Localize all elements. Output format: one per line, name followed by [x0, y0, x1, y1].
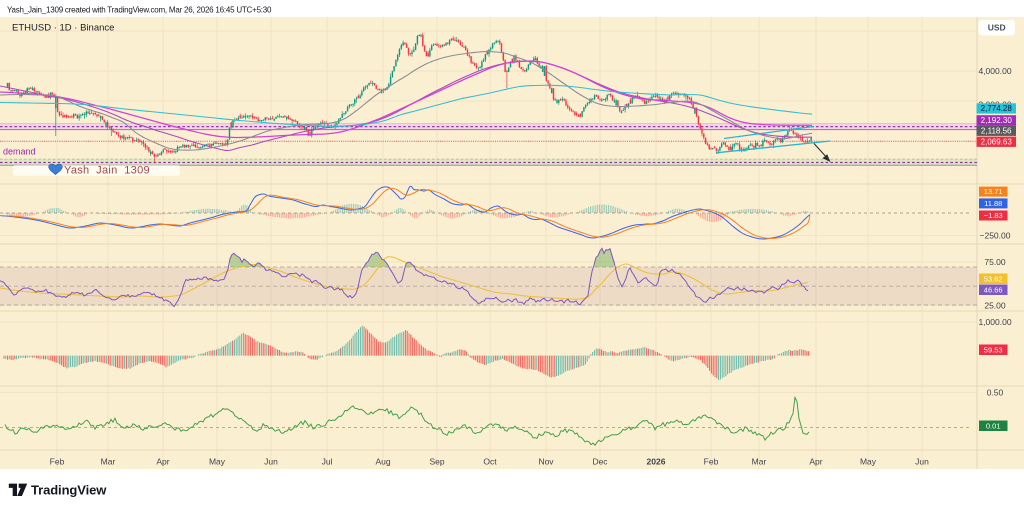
svg-text:Yash Jain 1309: Yash Jain 1309	[64, 165, 150, 177]
svg-text:25.00: 25.00	[984, 301, 1006, 311]
svg-text:2,069.63: 2,069.63	[981, 138, 1013, 147]
svg-text:Mar: Mar	[752, 457, 767, 467]
svg-text:Apr: Apr	[809, 457, 822, 467]
svg-text:Yash_Jain_1309 created with Tr: Yash_Jain_1309 created with TradingView.…	[7, 5, 272, 14]
svg-text:4,000.00: 4,000.00	[978, 66, 1011, 76]
svg-text:Mar: Mar	[101, 457, 116, 467]
svg-text:May: May	[860, 457, 877, 467]
svg-text:ETHUSD · 1D · Binance: ETHUSD · 1D · Binance	[12, 23, 114, 34]
svg-text:11.88: 11.88	[984, 199, 1002, 208]
svg-text:−1.83: −1.83	[984, 211, 1003, 220]
svg-text:−250.00: −250.00	[980, 231, 1011, 241]
svg-text:Jun: Jun	[915, 457, 929, 467]
svg-text:Aug: Aug	[375, 457, 390, 467]
svg-text:2026: 2026	[647, 457, 666, 467]
svg-text:Sep: Sep	[429, 457, 444, 467]
svg-text:demand: demand	[3, 147, 36, 157]
svg-text:Nov: Nov	[538, 457, 554, 467]
svg-text:46.66: 46.66	[984, 285, 1003, 294]
svg-text:0.50: 0.50	[987, 388, 1004, 398]
svg-text:75.00: 75.00	[984, 257, 1006, 267]
svg-text:Jun: Jun	[264, 457, 278, 467]
svg-text:Feb: Feb	[704, 457, 719, 467]
svg-text:2,118.56: 2,118.56	[981, 127, 1012, 136]
svg-text:1,000.00: 1,000.00	[978, 317, 1011, 327]
svg-text:2,774.28: 2,774.28	[981, 104, 1013, 113]
svg-text:53.62: 53.62	[984, 274, 1003, 283]
svg-text:Dec: Dec	[592, 457, 608, 467]
svg-text:Apr: Apr	[156, 457, 169, 467]
svg-text:USD: USD	[988, 23, 1006, 33]
svg-text:Feb: Feb	[50, 457, 65, 467]
svg-text:TradingView: TradingView	[31, 483, 107, 498]
svg-text:Jul: Jul	[322, 457, 333, 467]
svg-text:2,192.30: 2,192.30	[981, 116, 1013, 125]
svg-text:59.53: 59.53	[984, 345, 1003, 354]
svg-text:0.01: 0.01	[986, 421, 1001, 430]
svg-text:13.71: 13.71	[984, 187, 1003, 196]
svg-text:Oct: Oct	[483, 457, 497, 467]
svg-text:May: May	[209, 457, 226, 467]
